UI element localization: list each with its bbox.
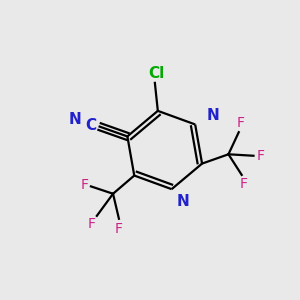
Text: F: F <box>87 217 95 231</box>
Text: F: F <box>256 149 264 163</box>
Text: N: N <box>207 108 219 123</box>
Text: C: C <box>85 118 97 133</box>
Text: F: F <box>239 177 247 191</box>
Text: Cl: Cl <box>148 65 164 80</box>
Text: N: N <box>69 112 81 127</box>
Text: N: N <box>176 194 189 209</box>
Text: F: F <box>115 222 123 236</box>
Text: F: F <box>81 178 88 192</box>
Text: F: F <box>236 116 244 130</box>
